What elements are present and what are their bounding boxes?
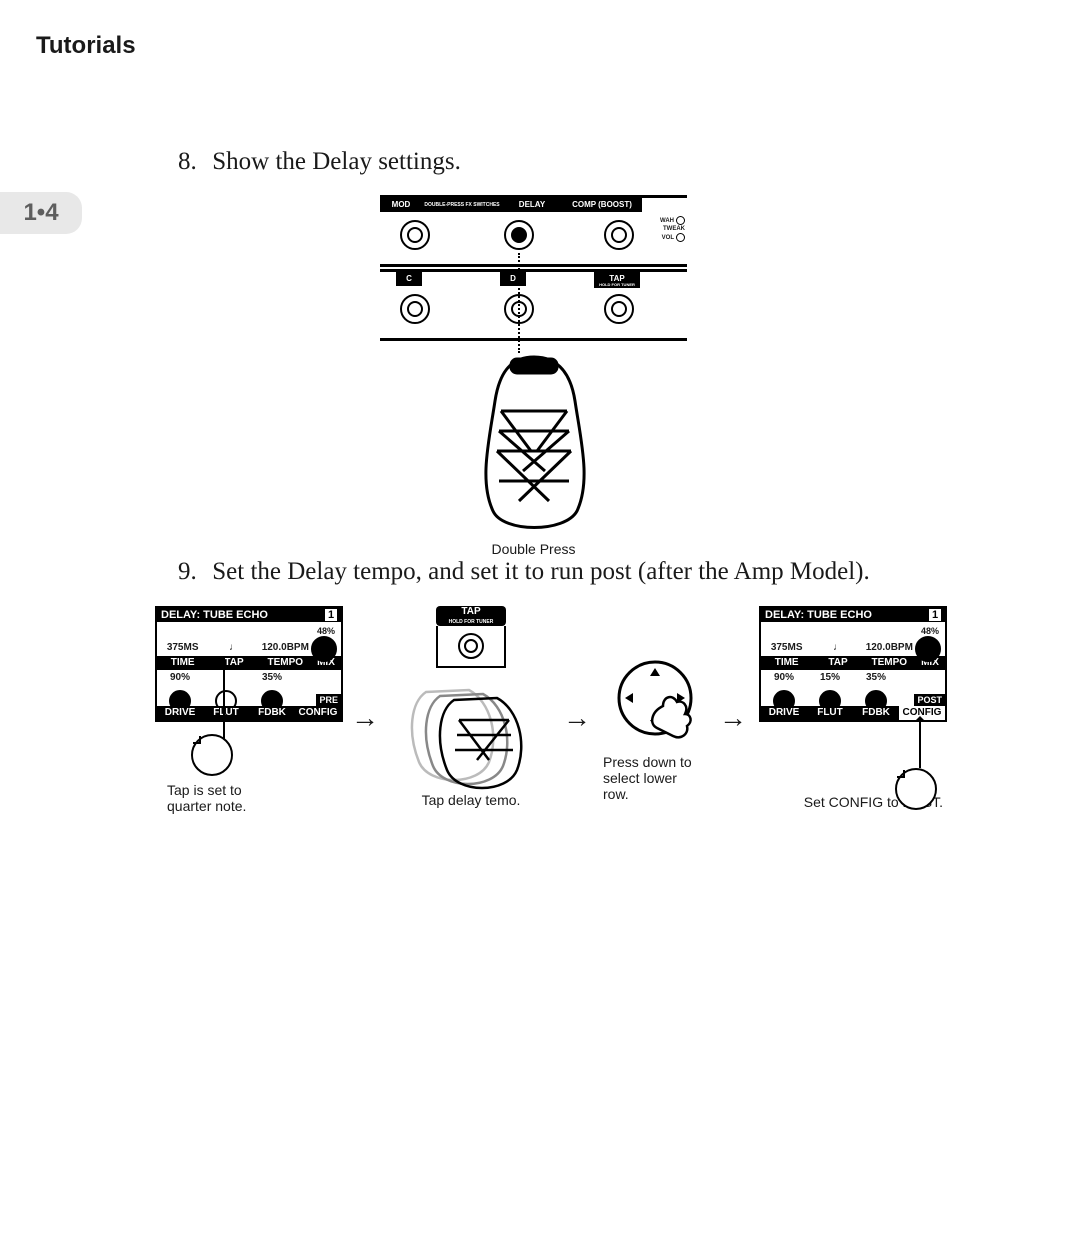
- tapsub-label: HOLD FOR TUNER: [594, 281, 640, 288]
- arrow-icon: →: [351, 702, 379, 734]
- tweak-label: TWEAK: [663, 226, 685, 232]
- fdbk-val: 35%: [853, 670, 899, 686]
- time-hdr: TIME: [157, 656, 208, 670]
- figure-1-caption: Double Press: [380, 541, 687, 557]
- lcd-panel-after: DELAY: TUBE ECHO 1 48% 375MS ♩ 120.0BPM …: [759, 606, 943, 810]
- flut-hdr: FLUT: [203, 706, 249, 720]
- wah-tweak-vol: WAH TWEAK VOL: [660, 216, 685, 242]
- tap-val: ♩: [812, 640, 863, 656]
- fdbk-val: 35%: [249, 670, 295, 686]
- mix-pct: 48%: [921, 626, 939, 636]
- step-9-text: Set the Delay tempo, and set it to run p…: [212, 558, 870, 585]
- mix-knob-icon: [915, 636, 941, 662]
- fdbk-hdr: FDBK: [853, 706, 899, 720]
- lcd-preset-num: 1: [929, 609, 941, 621]
- d-label: D: [500, 272, 526, 286]
- tempo-hdr: TEMPO: [864, 656, 915, 670]
- press-down-caption: Press down to select lower row.: [603, 754, 703, 802]
- flut-val: 15%: [807, 670, 853, 686]
- config-hdr: CONFIG: [295, 706, 341, 720]
- drive-val: 90%: [157, 670, 203, 686]
- vol-label: VOL: [662, 235, 674, 241]
- pre-label: PRE: [316, 694, 341, 706]
- tap-action-block: TAP HOLD FOR TUNER: [391, 606, 551, 808]
- footswitch-mod: [400, 220, 430, 250]
- comp-label: COMP (BOOST): [562, 198, 642, 212]
- page: Tutorials 1•4 8. Show the Delay settings…: [0, 0, 1080, 1234]
- time-val: 375MS: [761, 640, 812, 656]
- flut-val: [203, 670, 249, 686]
- flut-hdr: FLUT: [807, 706, 853, 720]
- fdbk-hdr: FDBK: [249, 706, 295, 720]
- foot-press-icon: [449, 351, 619, 541]
- lcd-panel-before: DELAY: TUBE ECHO 1 48% 375MS ♩ 120.0BPM …: [155, 606, 339, 814]
- post-label: POST: [914, 694, 945, 706]
- tap-hdr: TAP: [208, 656, 259, 670]
- c-label: C: [396, 272, 422, 286]
- wah-label: WAH: [660, 218, 674, 224]
- figure-1: MOD DOUBLE-PRESS FX SWITCHES TO EDIT DEL…: [380, 195, 687, 557]
- figure-2: DELAY: TUBE ECHO 1 48% 375MS ♩ 120.0BPM …: [155, 606, 935, 814]
- lcd-preset-num: 1: [325, 609, 337, 621]
- encoder-press-icon: [603, 656, 707, 760]
- tap-set-caption: Tap is set to quarter note.: [167, 782, 277, 814]
- page-number-tab: 1•4: [0, 192, 82, 234]
- delay-label: DELAY: [502, 198, 562, 212]
- tempo-hdr: TEMPO: [260, 656, 311, 670]
- tempo-val: 120.0BPM: [864, 640, 915, 656]
- encoder-knob-b: [895, 768, 937, 810]
- step-9-num: 9.: [178, 558, 206, 586]
- time-val: 375MS: [157, 640, 208, 656]
- step-8-text: Show the Delay settings.: [212, 148, 461, 175]
- foot-tap-icon: [391, 662, 551, 792]
- press-encoder-block: Press down to select lower row.: [603, 606, 707, 802]
- footswitch-row-top: MOD DOUBLE-PRESS FX SWITCHES TO EDIT DEL…: [380, 195, 687, 267]
- footswitch-c: [400, 294, 430, 324]
- mix-knob-icon: [311, 636, 337, 662]
- tap-val: ♩: [208, 640, 259, 656]
- footswitch-delay: [504, 220, 534, 250]
- drive-hdr: DRIVE: [157, 706, 203, 720]
- lcd-title: DELAY: TUBE ECHO: [161, 609, 321, 621]
- footswitch-comp: [604, 220, 634, 250]
- drive-hdr: DRIVE: [761, 706, 807, 720]
- arrow-icon: →: [719, 702, 747, 734]
- drive-val: 90%: [761, 670, 807, 686]
- press-indicator-line: [518, 253, 520, 353]
- arrow-icon: →: [563, 702, 591, 734]
- tap-fs-sub: HOLD FOR TUNER: [436, 618, 506, 626]
- tap-fs-label: TAP: [436, 606, 506, 618]
- footswitch-tap: [604, 294, 634, 324]
- step-8-num: 8.: [178, 148, 206, 176]
- step-9: 9. Set the Delay tempo, and set it to ru…: [178, 558, 938, 586]
- lcd-title: DELAY: TUBE ECHO: [765, 609, 925, 621]
- footswitch-row-bottom: C D TAP HOLD FOR TUNER: [380, 269, 687, 341]
- time-hdr: TIME: [761, 656, 812, 670]
- tap-hdr: TAP: [812, 656, 863, 670]
- tempo-val: 120.0BPM: [260, 640, 311, 656]
- dblpress-label: DOUBLE-PRESS FX SWITCHES TO EDIT: [422, 198, 502, 212]
- config-pointer: [759, 722, 943, 792]
- encoder-knob-a: [191, 734, 339, 776]
- step-8: 8. Show the Delay settings.: [178, 148, 461, 176]
- mix-pct: 48%: [317, 626, 335, 636]
- mod-label: MOD: [380, 198, 422, 212]
- section-header: Tutorials: [36, 32, 136, 60]
